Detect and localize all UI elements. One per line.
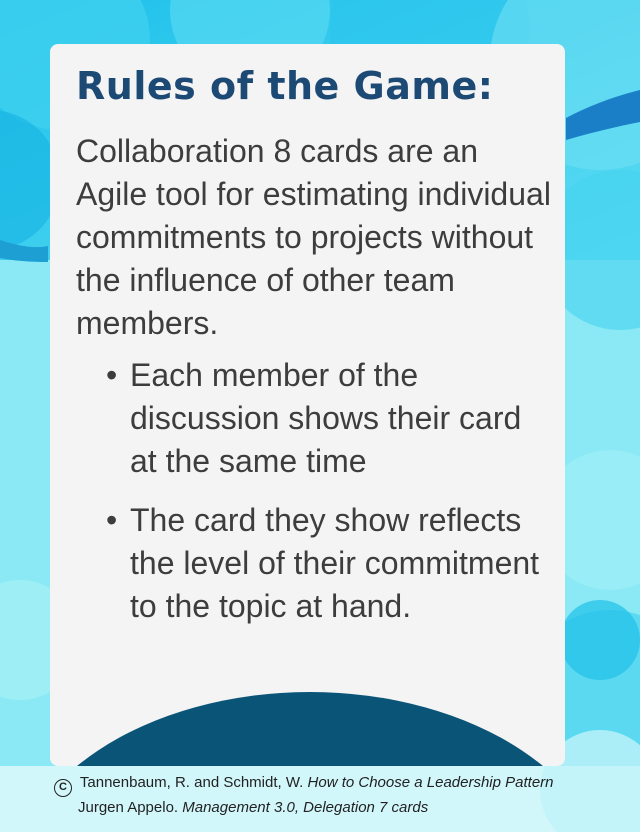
credits: C Tannenbaum, R. and Schmidt, W. How to … — [54, 772, 634, 818]
rules-list: • Each member of the discussion shows th… — [106, 354, 546, 644]
credit-authors: Tannenbaum, R. and Schmidt, W. — [79, 774, 304, 791]
footer-swoosh — [50, 692, 565, 766]
credit-line-1: C Tannenbaum, R. and Schmidt, W. How to … — [54, 772, 634, 797]
rule-text: Each member of the discussion shows thei… — [130, 357, 522, 479]
card-title: Rules of the Game: — [76, 64, 494, 108]
credit-title-2: Management 3.0, Delegation 7 cards — [182, 799, 429, 816]
credit-line-2: Jurgen Appelo. Management 3.0, Delegatio… — [54, 797, 634, 818]
list-item: • Each member of the discussion shows th… — [106, 354, 546, 483]
rule-text: The card they show reflects the level of… — [130, 502, 540, 624]
bullet-icon: • — [106, 357, 118, 393]
credit-author: Jurgen Appelo. — [78, 799, 179, 816]
intro-text: Collaboration 8 cards are an Agile tool … — [76, 133, 551, 341]
rules-card: Rules of the Game: Collaboration 8 cards… — [50, 44, 565, 766]
credit-title: How to Choose a Leadership Pattern — [307, 774, 554, 791]
list-item: • The card they show reflects the level … — [106, 499, 546, 628]
copyright-icon: C — [54, 779, 72, 797]
bullet-icon: • — [106, 502, 118, 538]
